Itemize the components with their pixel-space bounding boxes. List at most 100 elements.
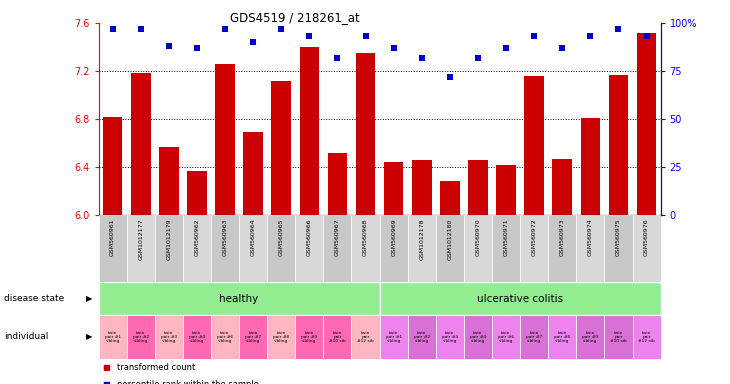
Bar	[239, 315, 267, 359]
Text: GSM560967: GSM560967	[335, 218, 340, 256]
Point	[612, 26, 624, 32]
Point	[556, 45, 568, 51]
Bar	[182, 315, 211, 359]
Bar	[553, 159, 572, 215]
Text: twin
pair #9
sibling: twin pair #9 sibling	[301, 331, 318, 343]
Point	[163, 43, 174, 49]
Bar	[637, 33, 656, 215]
Bar	[323, 215, 352, 282]
Bar	[380, 315, 407, 359]
Bar	[412, 160, 431, 215]
Text: ▶: ▶	[86, 333, 93, 341]
Text: twin
pair #9
sibling: twin pair #9 sibling	[583, 331, 599, 343]
Bar	[520, 315, 548, 359]
Text: GSM560976: GSM560976	[644, 218, 649, 256]
Bar	[440, 182, 460, 215]
Point	[304, 33, 315, 40]
Bar	[524, 76, 544, 215]
Bar	[436, 215, 464, 282]
Point	[247, 39, 259, 45]
Point	[135, 26, 147, 32]
Bar	[127, 315, 155, 359]
Text: twin
pair #3
sibling: twin pair #3 sibling	[442, 331, 458, 343]
Text: GSM560972: GSM560972	[531, 218, 537, 256]
Bar	[464, 215, 492, 282]
Text: ▶: ▶	[86, 294, 93, 303]
Text: percentile rank within the sample: percentile rank within the sample	[117, 380, 259, 384]
Bar	[632, 315, 661, 359]
Bar	[548, 315, 577, 359]
Bar	[407, 215, 436, 282]
Bar	[384, 162, 404, 215]
Bar	[632, 215, 661, 282]
Text: twin
pair
#12 sib: twin pair #12 sib	[638, 331, 655, 343]
Text: GSM560962: GSM560962	[194, 218, 199, 256]
Bar	[99, 315, 127, 359]
Text: twin
pair #8
sibling: twin pair #8 sibling	[554, 331, 570, 343]
Text: twin
pair #6
sibling: twin pair #6 sibling	[217, 331, 233, 343]
Text: GSM560961: GSM560961	[110, 218, 115, 256]
Text: GSM1012180: GSM1012180	[447, 218, 453, 260]
Point	[219, 26, 231, 32]
Bar	[577, 315, 604, 359]
Bar	[548, 215, 576, 282]
Bar	[267, 315, 295, 359]
Point	[416, 55, 428, 61]
Text: GSM1012177: GSM1012177	[138, 218, 143, 260]
Point	[529, 33, 540, 40]
Bar	[299, 47, 319, 215]
Text: GSM560970: GSM560970	[475, 218, 480, 256]
Text: individual: individual	[4, 333, 48, 341]
Bar	[295, 315, 323, 359]
Text: GDS4519 / 218261_at: GDS4519 / 218261_at	[230, 12, 360, 25]
Bar	[187, 170, 207, 215]
Text: GSM560969: GSM560969	[391, 218, 396, 256]
Text: GSM560968: GSM560968	[363, 218, 368, 256]
Text: twin
pair #4
sibling: twin pair #4 sibling	[470, 331, 486, 343]
Text: twin
pair #4
sibling: twin pair #4 sibling	[189, 331, 205, 343]
Bar	[243, 132, 263, 215]
Text: twin
pair #6
sibling: twin pair #6 sibling	[498, 331, 514, 343]
Point	[444, 74, 456, 80]
Text: healthy: healthy	[220, 293, 258, 304]
Bar	[436, 315, 464, 359]
Text: twin
pair #3
sibling: twin pair #3 sibling	[161, 331, 177, 343]
Bar	[576, 215, 604, 282]
Bar	[127, 215, 155, 282]
Text: GSM560973: GSM560973	[560, 218, 565, 256]
Point	[388, 45, 399, 51]
Bar	[103, 117, 123, 215]
Point	[360, 33, 372, 40]
Point	[107, 26, 118, 32]
Bar	[464, 315, 492, 359]
Bar	[520, 215, 548, 282]
Bar	[155, 215, 182, 282]
Text: GSM560974: GSM560974	[588, 218, 593, 256]
Bar	[155, 315, 182, 359]
Bar	[468, 160, 488, 215]
Text: twin
pair
#10 sib: twin pair #10 sib	[329, 331, 346, 343]
Bar	[496, 165, 516, 215]
Text: twin
pair #7
sibling: twin pair #7 sibling	[245, 331, 261, 343]
Text: GSM1012178: GSM1012178	[419, 218, 424, 260]
Text: twin
pair #1
sibling: twin pair #1 sibling	[104, 331, 120, 343]
Text: GSM560975: GSM560975	[616, 218, 621, 256]
Bar	[356, 53, 375, 215]
Point	[641, 33, 653, 40]
Text: twin
pair
#12 sib: twin pair #12 sib	[357, 331, 374, 343]
Bar	[182, 215, 211, 282]
Text: GSM560965: GSM560965	[279, 218, 284, 256]
Bar	[407, 315, 436, 359]
Text: twin
pair #2
sibling: twin pair #2 sibling	[414, 331, 430, 343]
Point	[275, 26, 287, 32]
Bar	[380, 215, 407, 282]
Text: twin
pair
#10 sib: twin pair #10 sib	[610, 331, 627, 343]
Bar	[380, 282, 661, 315]
Text: twin
pair #2
sibling: twin pair #2 sibling	[133, 331, 149, 343]
Bar	[159, 147, 179, 215]
Text: GSM560966: GSM560966	[307, 218, 312, 256]
Bar	[295, 215, 323, 282]
Point	[500, 45, 512, 51]
Text: ■: ■	[102, 363, 110, 372]
Bar	[604, 315, 632, 359]
